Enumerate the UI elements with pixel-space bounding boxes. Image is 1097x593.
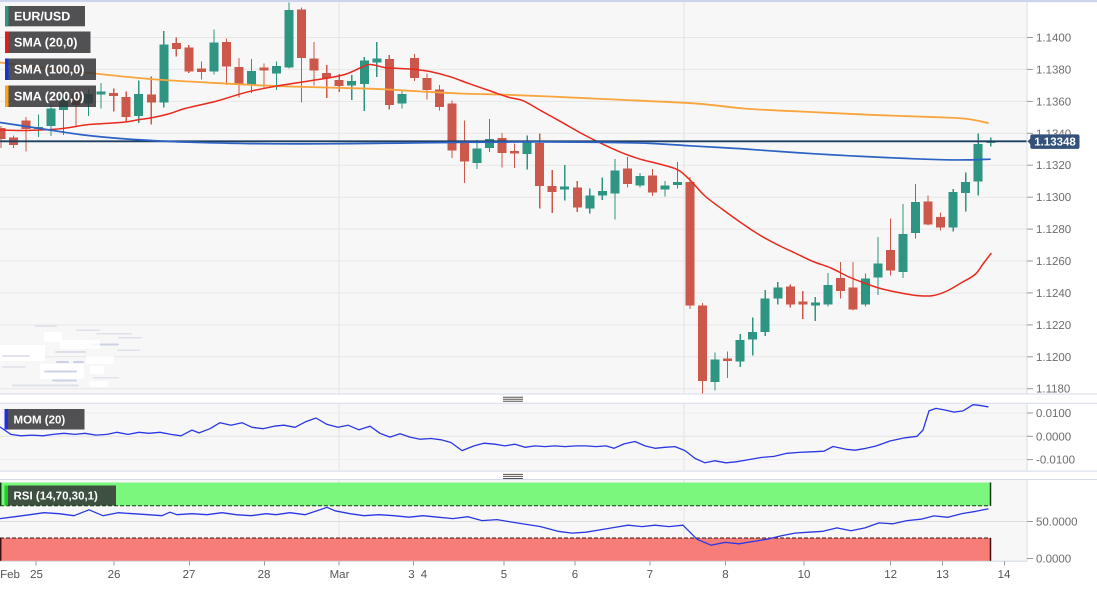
svg-text:5: 5: [501, 569, 507, 581]
svg-text:RSI (14,70,30,1): RSI (14,70,30,1): [14, 491, 99, 503]
svg-text:10: 10: [798, 569, 811, 581]
svg-text:7: 7: [647, 569, 653, 581]
svg-text:13: 13: [936, 569, 949, 581]
svg-text:1.1320: 1.1320: [1036, 160, 1071, 172]
svg-text:SMA (100,0): SMA (100,0): [14, 62, 84, 76]
svg-text:50.0000: 50.0000: [1036, 517, 1078, 529]
svg-text:1.1380: 1.1380: [1036, 64, 1071, 76]
svg-text:25: 25: [30, 569, 43, 581]
svg-text:1.1400: 1.1400: [1036, 33, 1071, 45]
svg-text:1.1200: 1.1200: [1036, 352, 1071, 364]
svg-text:1.1300: 1.1300: [1036, 192, 1071, 204]
svg-text:SMA (200,0): SMA (200,0): [14, 89, 84, 103]
svg-text:4: 4: [421, 569, 428, 581]
svg-text:SMA (20,0): SMA (20,0): [14, 35, 77, 49]
svg-text:26: 26: [108, 569, 121, 581]
svg-text:Mar: Mar: [330, 569, 350, 581]
svg-text:8: 8: [722, 569, 728, 581]
svg-text:EUR/USD: EUR/USD: [14, 9, 70, 23]
svg-text:1.1240: 1.1240: [1036, 288, 1071, 300]
svg-text:1.1260: 1.1260: [1036, 256, 1071, 268]
svg-text:MOM (20): MOM (20): [14, 414, 66, 426]
svg-text:1.1180: 1.1180: [1036, 384, 1070, 396]
svg-text:0.0100: 0.0100: [1036, 408, 1071, 420]
svg-text:0.0000: 0.0000: [1036, 554, 1071, 566]
svg-text:Feb: Feb: [0, 569, 20, 581]
svg-text:28: 28: [258, 569, 271, 581]
svg-text:27: 27: [183, 569, 196, 581]
svg-text:6: 6: [572, 569, 578, 581]
svg-text:-0.0100: -0.0100: [1036, 455, 1075, 467]
svg-text:0.0000: 0.0000: [1036, 431, 1071, 443]
svg-text:14: 14: [998, 569, 1011, 581]
svg-text:1.1360: 1.1360: [1036, 96, 1071, 108]
svg-text:1.13348: 1.13348: [1034, 137, 1076, 149]
svg-text:3: 3: [408, 569, 414, 581]
svg-text:1.1280: 1.1280: [1036, 224, 1071, 236]
svg-text:1.1220: 1.1220: [1036, 320, 1071, 332]
svg-text:12: 12: [884, 569, 897, 581]
